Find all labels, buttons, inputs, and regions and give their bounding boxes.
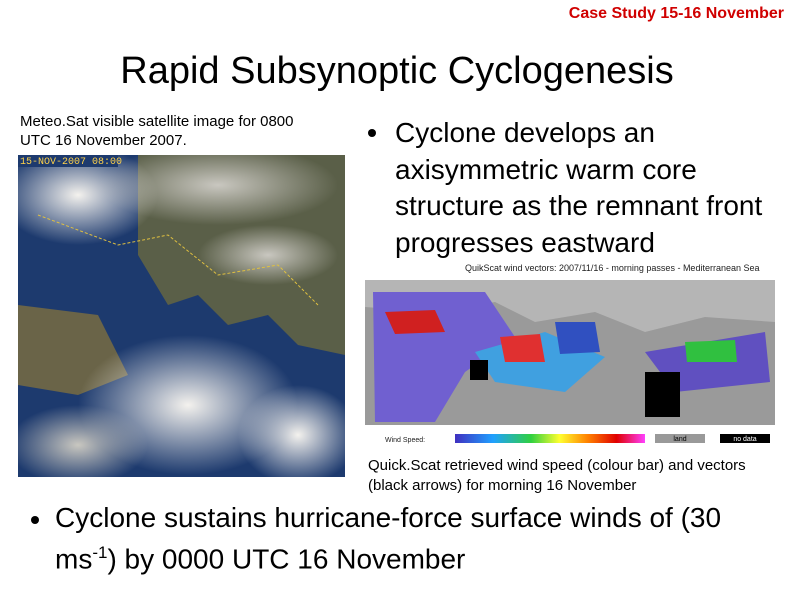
image-timestamp: 15-NOV-2007 08:00 [20,157,122,168]
bullet-dot [368,129,376,137]
land-label: land [673,436,686,443]
quikscat-title: QuikScat wind vectors: 2007/11/16 - morn… [465,263,760,273]
superscript: -1 [92,543,108,562]
satellite-image: 15-NOV-2007 08:00 [18,155,345,477]
bullet-dot [31,516,39,524]
bullet-text: Cyclone develops an axisymmetric warm co… [395,117,763,258]
slide-title: Rapid Subsynoptic Cyclogenesis [120,50,674,92]
no-data-label: no data [733,436,756,443]
bullet-text: Cyclone sustains hurricane-force surface… [55,500,755,576]
wind-speed-label: Wind Speed: [385,437,425,444]
quikscat-caption: Quick.Scat retrieved wind speed (colour … [368,457,746,494]
bullet-text-part: Cyclone sustains hurricane-force surface… [55,502,722,575]
case-study-label: Case Study 15-16 November [568,5,784,22]
bullet-text-part: ) by 0000 UTC 16 November [107,543,466,575]
satellite-caption: Meteo.Sat visible satellite image for 08… [20,113,294,149]
quikscat-image: QuikScat wind vectors: 2007/11/16 - morn… [345,262,790,450]
